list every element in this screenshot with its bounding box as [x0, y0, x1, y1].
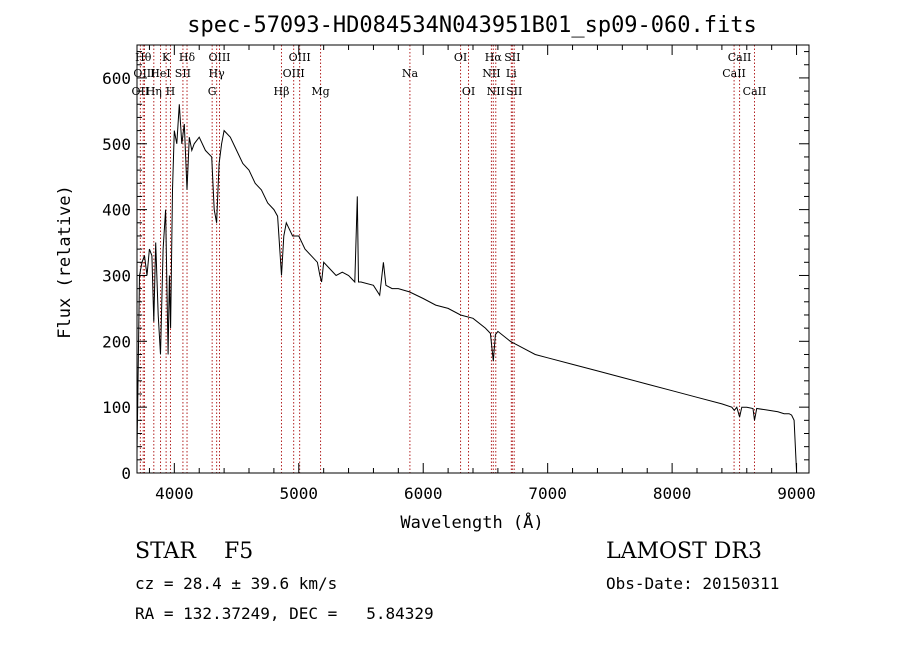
survey-name: LAMOST DR3: [606, 539, 762, 564]
x-tick-label: 6000: [404, 484, 443, 503]
y-tick-label: 0: [121, 464, 131, 483]
line-marker-label: OIII: [208, 51, 230, 64]
spectrum-line: [136, 104, 798, 474]
x-tick-label: 8000: [653, 484, 692, 503]
y-tick-label: 200: [102, 332, 131, 351]
x-tick-label: 4000: [155, 484, 194, 503]
y-tick-label: 400: [102, 201, 131, 220]
x-tick-label: 5000: [280, 484, 319, 503]
line-marker-label: NII: [487, 85, 505, 98]
line-marker-label: OI: [462, 85, 475, 98]
line-marker-label: H: [166, 85, 176, 98]
chart-title: spec-57093-HD084534N043951B01_sp09-060.f…: [187, 13, 757, 38]
x-axis-ticks: 4000 5000 6000 7000 8000 9000: [148, 45, 816, 503]
y-axis-label: Flux (relative): [55, 185, 75, 339]
line-marker-label: Hγ: [209, 67, 226, 80]
y-tick-label: 300: [102, 266, 131, 285]
line-marker-label: OIII: [289, 51, 311, 64]
y-axis-ticks: 0 100 200 300 400 500 600: [102, 51, 809, 483]
line-marker-label: K: [162, 51, 171, 64]
spectrum-chart: spec-57093-HD084534N043951B01_sp09-060.f…: [55, 13, 816, 533]
line-marker-label: SII: [504, 51, 520, 64]
x-tick-label: 9000: [777, 484, 816, 503]
y-tick-label: 600: [102, 69, 131, 88]
line-markers: [139, 45, 755, 473]
x-axis-label: Wavelength (Å): [400, 511, 543, 533]
line-marker-label: Hα: [485, 51, 503, 64]
obs-date: Obs-Date: 20150311: [606, 574, 780, 593]
line-marker-label: Hδ: [179, 51, 196, 64]
line-marker-label: Hβ: [274, 85, 290, 98]
line-marker-label: SII: [506, 85, 522, 98]
object-class: STAR F5: [135, 539, 254, 564]
line-marker-label: G: [208, 85, 217, 98]
coordinates: RA = 132.37249, DEC = 5.84329: [135, 604, 434, 623]
line-marker-label: NII: [482, 67, 500, 80]
line-marker-label: Li: [506, 67, 517, 80]
line-marker-label: CaII: [722, 67, 746, 80]
y-tick-label: 500: [102, 135, 131, 154]
line-marker-label: SII: [175, 67, 191, 80]
line-marker-label: CaII: [743, 85, 767, 98]
line-marker-label: CaII: [728, 51, 752, 64]
line-marker-labels: OIIHθOIIIHηHeIKHSIIHδGHγOIIIHβOIIIOIIIMg…: [132, 51, 767, 98]
line-marker-label: Hθ: [135, 51, 152, 64]
x-tick-label: 7000: [528, 484, 567, 503]
redshift-text: cz = 28.4 ± 39.6 km/s: [135, 574, 338, 593]
plot-frame: [136, 44, 810, 474]
line-marker-label: OIII: [133, 67, 155, 80]
line-marker-label: HeI: [150, 67, 170, 80]
line-marker-label: OI: [454, 51, 467, 64]
line-marker-label: Na: [402, 67, 419, 80]
line-marker-label: Mg: [311, 85, 329, 98]
line-marker-label: OIII: [283, 67, 305, 80]
line-marker-label: Hη: [146, 85, 162, 98]
y-tick-label: 100: [102, 398, 131, 417]
